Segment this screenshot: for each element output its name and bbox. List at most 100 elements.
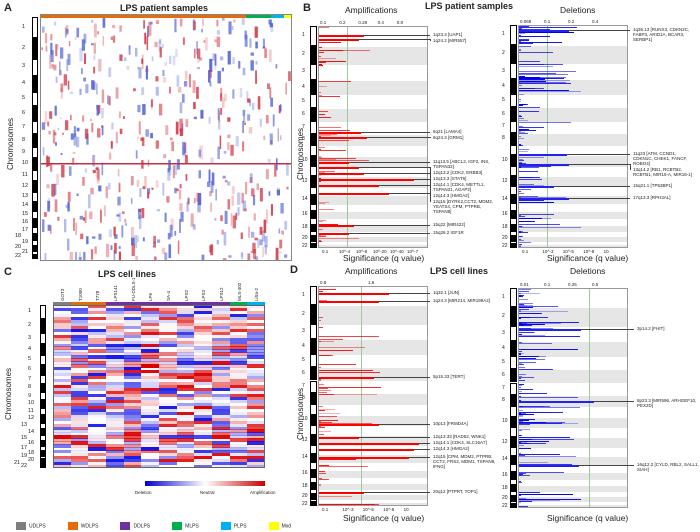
chromosome-label: 20 <box>302 236 308 241</box>
heatmap-cell <box>247 253 250 260</box>
heatmap-cell <box>73 218 75 231</box>
b-amp-xlabel: Significance (q value) <box>343 253 424 263</box>
chromosome-ideogram-band <box>510 211 517 218</box>
heatmap-cell <box>51 50 54 62</box>
chromosome-label: 22 <box>302 244 308 249</box>
chromosome-label: 12 <box>28 416 34 422</box>
significance-bar <box>519 380 525 381</box>
heatmap-cell <box>79 257 82 260</box>
heatmap-cell <box>250 173 253 182</box>
heatmap-cell <box>137 180 140 187</box>
heatmap-cell <box>279 240 282 249</box>
significance-bar <box>319 416 337 417</box>
significance-bar <box>519 342 522 343</box>
top-tick-label: 0.5 <box>592 282 598 287</box>
heatmap-cell <box>77 193 79 196</box>
heatmap-cell <box>171 141 174 151</box>
peak-leader-line <box>358 39 430 40</box>
significance-bar <box>519 226 522 227</box>
significance-bar <box>519 307 521 308</box>
heatmap-cell <box>266 115 269 123</box>
peak-bar <box>519 401 594 403</box>
chromosome-label: 3 <box>502 69 505 74</box>
legend-item: UDLPS <box>16 522 46 530</box>
heatmap-cell <box>93 170 96 173</box>
significance-bar <box>319 156 321 157</box>
chromosome-ideogram-band <box>510 79 517 94</box>
significance-bar <box>519 475 530 476</box>
peak-label: 12q14.3 [HMGA2] <box>433 193 497 198</box>
heatmap-cell <box>96 83 98 94</box>
significance-bar <box>319 370 373 371</box>
heatmap-cell <box>144 176 147 189</box>
chromosome-label: 14 <box>502 197 508 202</box>
heatmap-cell <box>145 129 148 136</box>
heatmap-cell <box>263 39 265 49</box>
heatmap-cell <box>85 168 87 172</box>
chromosome-label: 16 <box>502 473 508 478</box>
heatmap-cell <box>221 230 223 235</box>
significance-bar <box>519 336 580 337</box>
heatmap-cell <box>186 202 188 212</box>
heatmap-cell <box>111 123 113 130</box>
peak-label: 8p23.3 [MIR596, ARHGEF10, PEX2D] <box>637 398 700 408</box>
chromosome-ideogram-band <box>40 355 46 365</box>
heatmap-cell <box>175 49 177 57</box>
chromosome-ideogram-band <box>510 356 517 370</box>
significance-bar <box>519 221 535 222</box>
bottom-tick-label: 0.1 <box>322 507 328 512</box>
heatmap-cell <box>91 20 93 22</box>
cell-line-label: LPS2 <box>184 290 189 301</box>
chromosome-ideogram-band <box>510 218 517 224</box>
significance-bar <box>519 227 581 228</box>
heatmap-cell <box>46 184 49 188</box>
heatmap-cell <box>207 182 210 187</box>
heatmap-cell <box>232 186 235 194</box>
heatmap-cell <box>131 227 134 238</box>
chromosome-label: 6 <box>502 373 505 378</box>
heatmap-cell <box>91 123 93 132</box>
heatmap-cell <box>259 239 262 245</box>
significance-bar <box>519 232 528 233</box>
heatmap-cell <box>65 120 68 130</box>
peak-bar <box>319 35 364 37</box>
peak-leader-connector <box>430 39 431 41</box>
heatmap-cell <box>244 122 246 125</box>
bottom-tick-label: 10^-8 <box>383 507 394 512</box>
heatmap-cell <box>123 116 125 119</box>
chromosome-label: 8 <box>302 137 305 142</box>
significance-bar <box>519 311 521 312</box>
significance-bar <box>519 76 525 77</box>
heatmap-cell <box>116 87 119 98</box>
heatmap-cell <box>117 197 120 206</box>
significance-bar <box>519 26 529 27</box>
significance-bar <box>519 39 529 40</box>
chromosome-label: 5 <box>502 360 505 365</box>
peak-leader-line <box>373 377 430 378</box>
legend-swatch <box>120 522 130 530</box>
chromosome-ideogram-band <box>510 307 517 325</box>
heatmap-cell <box>254 238 257 241</box>
heatmap-cell <box>232 26 234 30</box>
significance-bar <box>319 434 324 435</box>
heatmap-cell <box>144 33 146 45</box>
chromosome-shade <box>319 394 427 405</box>
peak-bar <box>319 443 419 445</box>
chromosome-label: 1 <box>22 25 25 31</box>
heatmap-cell <box>91 249 93 259</box>
heatmap-cell <box>270 98 273 107</box>
heatmap-cell <box>135 256 138 260</box>
significance-bar <box>319 384 324 385</box>
heatmap-cell <box>136 150 138 158</box>
heatmap-cell <box>61 88 63 99</box>
chromosome-ideogram-band <box>310 156 317 166</box>
heatmap-cell <box>178 241 180 254</box>
heatmap-cell <box>271 204 273 216</box>
heatmap-cell <box>102 90 104 103</box>
chromosome-label: 18 <box>302 484 308 489</box>
chromosome-ideogram-band <box>310 354 317 368</box>
scale-neutral: Neutral <box>200 490 215 495</box>
chromosome-ideogram-band <box>510 25 517 45</box>
d-amp-title: Amplifications <box>345 266 397 276</box>
heatmap-cell <box>109 229 112 236</box>
